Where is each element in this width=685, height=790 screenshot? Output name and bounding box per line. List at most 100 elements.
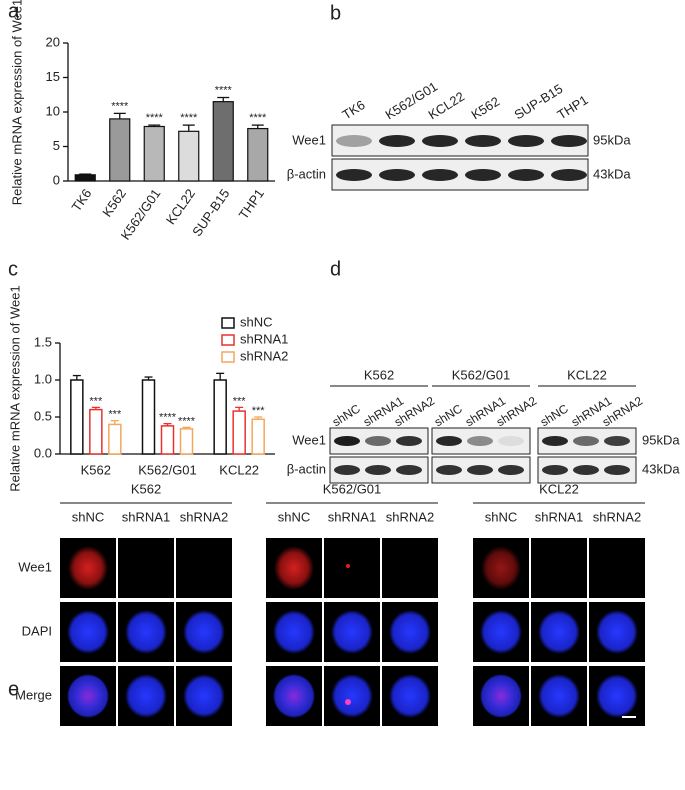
image-cell: [589, 538, 645, 598]
size-label: 43kDa: [642, 461, 680, 476]
legend-label: shRNA2: [240, 348, 288, 363]
legend-swatch: [221, 351, 235, 363]
blot-band: [465, 135, 501, 147]
bar: [212, 101, 234, 182]
row-label: β-actin: [287, 166, 326, 181]
bar: [109, 118, 131, 182]
blot-band: [334, 436, 360, 446]
y-axis-label: Relative mRNA expression of Wee1: [7, 285, 22, 491]
y-tick-label: 10: [46, 103, 60, 118]
nucleus: [183, 674, 225, 718]
image-cell: [382, 538, 438, 598]
blot-band: [365, 436, 391, 446]
y-tick-label: 0.5: [34, 408, 52, 423]
x-tick-label: KCL22: [219, 462, 259, 477]
blot-band: [465, 169, 501, 181]
bar: [179, 428, 194, 455]
blot-band: [436, 465, 462, 475]
lane-label: shRNA2: [180, 509, 228, 524]
y-tick-label: 0: [53, 172, 60, 187]
y-tick-label: 20: [46, 34, 60, 49]
bar: [74, 174, 96, 182]
nucleus: [480, 674, 522, 718]
signal-dot: [346, 564, 350, 568]
group-label: K562/G01: [323, 481, 382, 496]
blot-band: [604, 436, 630, 446]
nucleus: [331, 610, 373, 654]
blot-band: [498, 465, 524, 475]
nucleus-signal: [68, 546, 108, 590]
legend-label: shNC: [240, 314, 273, 329]
bar: [160, 425, 175, 455]
bar: [178, 130, 200, 182]
nucleus: [480, 610, 522, 654]
nucleus: [273, 610, 315, 654]
bar: [251, 418, 265, 455]
blot-band: [422, 135, 458, 147]
row-label: Wee1: [292, 132, 326, 147]
blot-band: [422, 169, 458, 181]
blot-band: [551, 135, 587, 147]
lane-label: shRNA2: [593, 509, 641, 524]
lane-label: shNC: [72, 509, 105, 524]
nucleus: [125, 674, 167, 718]
nucleus: [331, 674, 373, 718]
signal-dot: [345, 699, 351, 705]
panel-label: b: [330, 2, 341, 24]
blot-band: [467, 465, 493, 475]
blot-band: [508, 135, 544, 147]
size-label: 95kDa: [593, 132, 631, 147]
x-tick-label: KCL22: [163, 186, 198, 227]
annotation: ****: [180, 112, 198, 124]
bar: [89, 408, 103, 455]
nucleus: [596, 674, 638, 718]
nucleus: [67, 674, 109, 718]
annotation: ****: [178, 415, 196, 427]
bar: [141, 379, 156, 455]
group-label: K562: [364, 367, 394, 382]
annotation: ****: [159, 412, 177, 424]
legend-swatch: [221, 334, 235, 346]
group-label: KCL22: [567, 367, 607, 382]
blot-band: [336, 169, 372, 181]
nucleus-signal: [481, 546, 521, 590]
lane-label: shNC: [485, 509, 518, 524]
blot-band: [396, 465, 422, 475]
x-tick-label: TK6: [69, 186, 95, 214]
annotation: ****: [111, 100, 129, 112]
legend-swatch: [221, 317, 235, 329]
nucleus: [183, 610, 225, 654]
lane-label: K562: [468, 94, 502, 123]
row-label: DAPI: [22, 623, 52, 638]
blot-frame: [331, 158, 589, 191]
y-axis-label: Relative mRNA expression of Wee1: [9, 0, 24, 205]
lane-label: shNC: [278, 509, 311, 524]
blot-frame: [331, 124, 589, 157]
panel-label: a: [8, 0, 20, 22]
blot-band: [542, 436, 568, 446]
bar: [70, 379, 84, 455]
blot-band: [396, 436, 422, 446]
image-cell: [176, 538, 232, 598]
nucleus: [538, 610, 580, 654]
nucleus: [67, 610, 109, 654]
panel-label: c: [8, 258, 18, 280]
bar: [232, 410, 246, 455]
lane-label: shRNA1: [122, 509, 170, 524]
size-label: 43kDa: [593, 166, 631, 181]
annotation: ****: [249, 112, 267, 124]
y-tick-label: 1.5: [34, 334, 52, 349]
lane-label: shRNA1: [535, 509, 583, 524]
size-label: 95kDa: [642, 432, 680, 447]
bar: [108, 423, 122, 455]
blot-band: [334, 465, 360, 475]
annotation: ***: [233, 395, 247, 407]
y-tick-label: 15: [46, 69, 60, 84]
annotation: ****: [146, 112, 164, 124]
blot-band: [508, 169, 544, 181]
x-tick-label: K562/G01: [138, 462, 197, 477]
row-label: Merge: [15, 687, 52, 702]
blot-band: [551, 169, 587, 181]
y-tick-label: 0.0: [34, 445, 52, 460]
x-tick-label: THP1: [236, 186, 267, 222]
